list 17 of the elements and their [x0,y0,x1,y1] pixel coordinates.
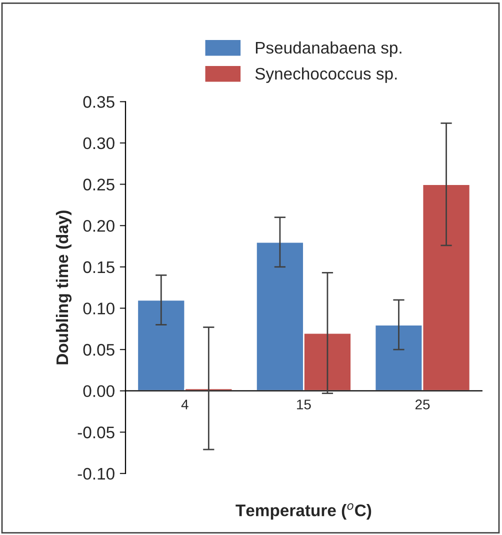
y-tick-label: 0.25 [83,178,114,190]
y-tick-label: 0.10 [83,302,114,314]
x-tick-label: 25 [415,400,430,410]
x-axis-title: Temperature ($^{o}$C) [236,503,372,520]
y-tick-label: -0.10 [78,468,114,480]
y-tick-label: -0.05 [78,426,114,438]
y-axis-title: Doubling time (day) [56,210,72,364]
y-tick-label: 0.00 [83,385,114,398]
x-tick-label: 15 [297,400,311,410]
x-tick-label: 4 [181,400,188,410]
y-tick-label: 0.20 [83,220,114,232]
legend-label: Pseudanabaena sp. [256,41,402,57]
legend-label: Synechococcus sp. [255,67,397,83]
y-tick-label: 0.35 [83,96,114,108]
y-tick-label: 0.30 [83,137,114,150]
y-tick-label: 0.05 [83,344,114,356]
y-tick-label: 0.15 [83,261,114,274]
